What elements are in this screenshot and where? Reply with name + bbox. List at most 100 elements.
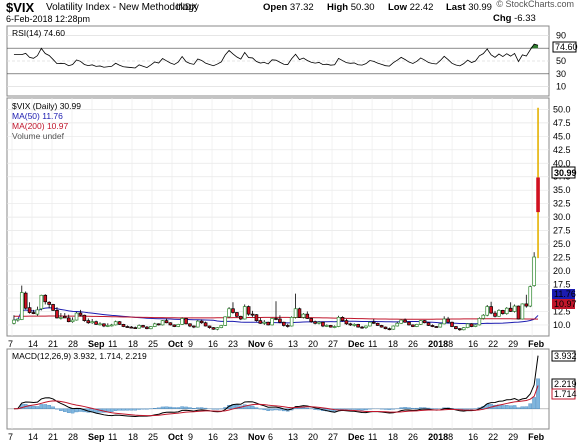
candle-body (395, 322, 400, 327)
watermark: © StockCharts.com (496, 0, 574, 9)
last-price-tag: 30.99 (554, 168, 577, 178)
macd-signal-tag-box (551, 388, 576, 400)
candle-body (379, 325, 384, 328)
macd-histogram-bar (360, 408, 364, 411)
macd-x-tick: Dec (348, 432, 365, 442)
candle-body (528, 286, 533, 307)
macd-histogram-bar (313, 408, 317, 410)
macd-histogram-bar (344, 408, 349, 410)
candle-body (55, 310, 59, 319)
ma200-tag-box (552, 299, 575, 309)
macd-x-tick: 11 (108, 432, 117, 442)
macd-histogram-bar (407, 407, 411, 409)
macd-histogram-bar (254, 407, 259, 409)
candle-body (125, 326, 130, 328)
candle-body (497, 310, 501, 317)
candle-body (160, 320, 165, 326)
macd-histogram-bar (133, 408, 138, 411)
price-x-tick: 23 (228, 339, 238, 349)
rsi-level-tick: 90 (556, 30, 566, 40)
price-x-tick: Nov (248, 339, 265, 349)
price-x-tick: 16 (468, 339, 478, 349)
price-y-tick: 47.5 (553, 118, 571, 128)
candle-body (145, 326, 149, 330)
candle-body (282, 321, 286, 326)
price-x-tick: Sep (88, 339, 105, 349)
candle-body (473, 324, 478, 327)
exchange: INDX (176, 2, 198, 12)
candle-body (524, 303, 529, 307)
candle-body (172, 324, 177, 327)
macd-hist-tag: 2.219 (554, 379, 577, 389)
candle-body (27, 307, 32, 313)
macd-histogram-bar (180, 406, 184, 409)
macd-histogram-bar (184, 406, 188, 409)
candle-body (536, 177, 540, 213)
candle-body (340, 317, 345, 321)
macd-x-tick: 7 (8, 432, 13, 442)
candle-body (274, 318, 278, 320)
candle-body (98, 323, 102, 326)
macd-histogram-bar (524, 406, 529, 409)
candle-body (516, 305, 521, 320)
macd-histogram-bar (356, 408, 360, 411)
candle-body (313, 321, 317, 324)
macd-histogram-bar (399, 407, 403, 409)
candle-body (352, 324, 357, 326)
macd-x-tick: 18 (128, 432, 138, 442)
macd-x-tick: 21 (48, 432, 58, 442)
price-x-tick: 11 (108, 339, 117, 349)
macd-histogram-bar (305, 407, 310, 409)
candle-body (426, 322, 431, 326)
candle-body (414, 324, 419, 327)
candle-body (293, 308, 298, 318)
macd-histogram-bar (512, 405, 517, 409)
candle-body (489, 306, 493, 314)
macd-histogram-bar (160, 406, 165, 409)
price-x-tick: 13 (288, 339, 298, 349)
macd-x-tick: 9 (188, 432, 193, 442)
candle-body (336, 317, 341, 327)
price-x-tick: Feb (528, 339, 545, 349)
candle-body (458, 328, 462, 331)
macd-histogram-bar (117, 408, 122, 411)
macd-histogram-bar (39, 404, 44, 409)
price-y-tick: 10.0 (553, 320, 571, 330)
instrument-name: Volatility Index - New Methodology (46, 2, 199, 13)
candle-body (31, 312, 36, 314)
price-x-tick: 26 (408, 339, 418, 349)
candle-body (219, 325, 224, 328)
macd-x-tick: 20 (308, 432, 318, 442)
price-x-tick: Oct (168, 339, 183, 349)
macd-histogram-bar (532, 397, 536, 409)
candle-body (356, 324, 360, 328)
macd-x-tick: Nov (248, 432, 265, 442)
macd-histogram-bar (270, 408, 274, 411)
macd-histogram-bar (172, 407, 177, 409)
ma200-tag: 10.97 (554, 299, 577, 309)
candle-body (149, 326, 153, 330)
candle-body (47, 301, 51, 305)
macd-x-tick: 2018 (428, 432, 448, 442)
macd-x-tick: Feb (528, 432, 545, 442)
macd-x-tick: 28 (68, 432, 78, 442)
macd-x-tick: 11 (368, 432, 377, 442)
macd-histogram-bar (168, 406, 173, 409)
rsi-level-tick: 10 (556, 82, 566, 92)
price-x-tick: 8 (448, 339, 453, 349)
macd-histogram-bar (35, 406, 40, 409)
candle-body (493, 312, 497, 317)
high-quote: High 50.30 (327, 2, 375, 13)
price-x-tick: 11 (368, 339, 377, 349)
candle-body (446, 318, 450, 323)
candle-body (278, 318, 282, 323)
rsi-tag: 74.60 (555, 42, 578, 52)
price-y-tick: 35.0 (553, 185, 571, 195)
macd-histogram-bar (301, 407, 306, 409)
candle-body (51, 304, 55, 311)
macd-histogram-bar (508, 405, 513, 409)
candle-body (70, 319, 75, 323)
candle-body (35, 309, 40, 315)
price-y-tick: 42.5 (553, 145, 571, 155)
